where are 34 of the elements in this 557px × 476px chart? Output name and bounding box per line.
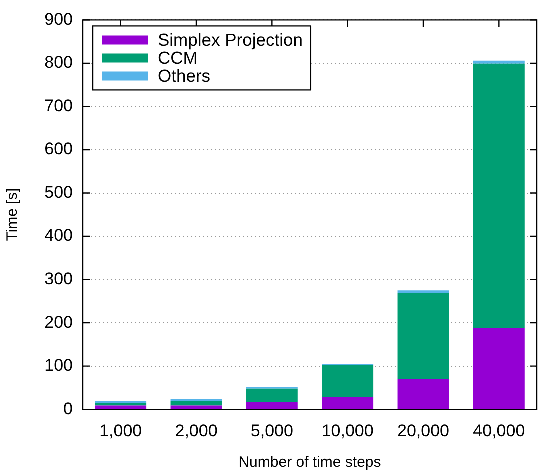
y-tick-label: 800: [44, 53, 73, 72]
y-tick-label: 900: [44, 10, 73, 29]
bar: [170, 406, 222, 410]
y-tick-label: 300: [44, 269, 73, 288]
y-axis-title: Time [s]: [4, 188, 22, 242]
bar: [95, 406, 147, 410]
bar: [170, 401, 222, 406]
x-tick-label: 5,000: [250, 421, 294, 440]
legend-label: Simplex Projection: [158, 30, 303, 50]
y-tick-label: 700: [44, 96, 73, 116]
x-tick-label: 1,000: [100, 421, 142, 440]
x-tick-label: 40,000: [473, 421, 526, 440]
bar: [473, 60, 525, 64]
bar: [398, 379, 450, 410]
x-axis-title: Number of time steps: [238, 454, 382, 472]
y-tick-label: 600: [44, 140, 73, 159]
bar: [398, 293, 450, 380]
bar: [398, 290, 450, 294]
x-tick-label: 10,000: [322, 421, 374, 440]
bar: [322, 365, 374, 398]
y-tick-label: 400: [44, 226, 73, 246]
x-tick-label: 2,000: [175, 421, 218, 440]
bar: [246, 388, 298, 402]
bar: [473, 64, 525, 328]
legend-label: Others: [158, 66, 211, 86]
y-tick-label: 100: [44, 356, 73, 376]
y-tick-label: 0: [64, 399, 73, 418]
bar: [473, 328, 525, 410]
bar: [95, 401, 147, 404]
bar: [246, 402, 298, 410]
bar: [322, 397, 374, 410]
y-tick-label: 200: [44, 312, 73, 332]
y-tick-label: 500: [44, 182, 73, 202]
x-tick-label: 20,000: [398, 421, 450, 440]
